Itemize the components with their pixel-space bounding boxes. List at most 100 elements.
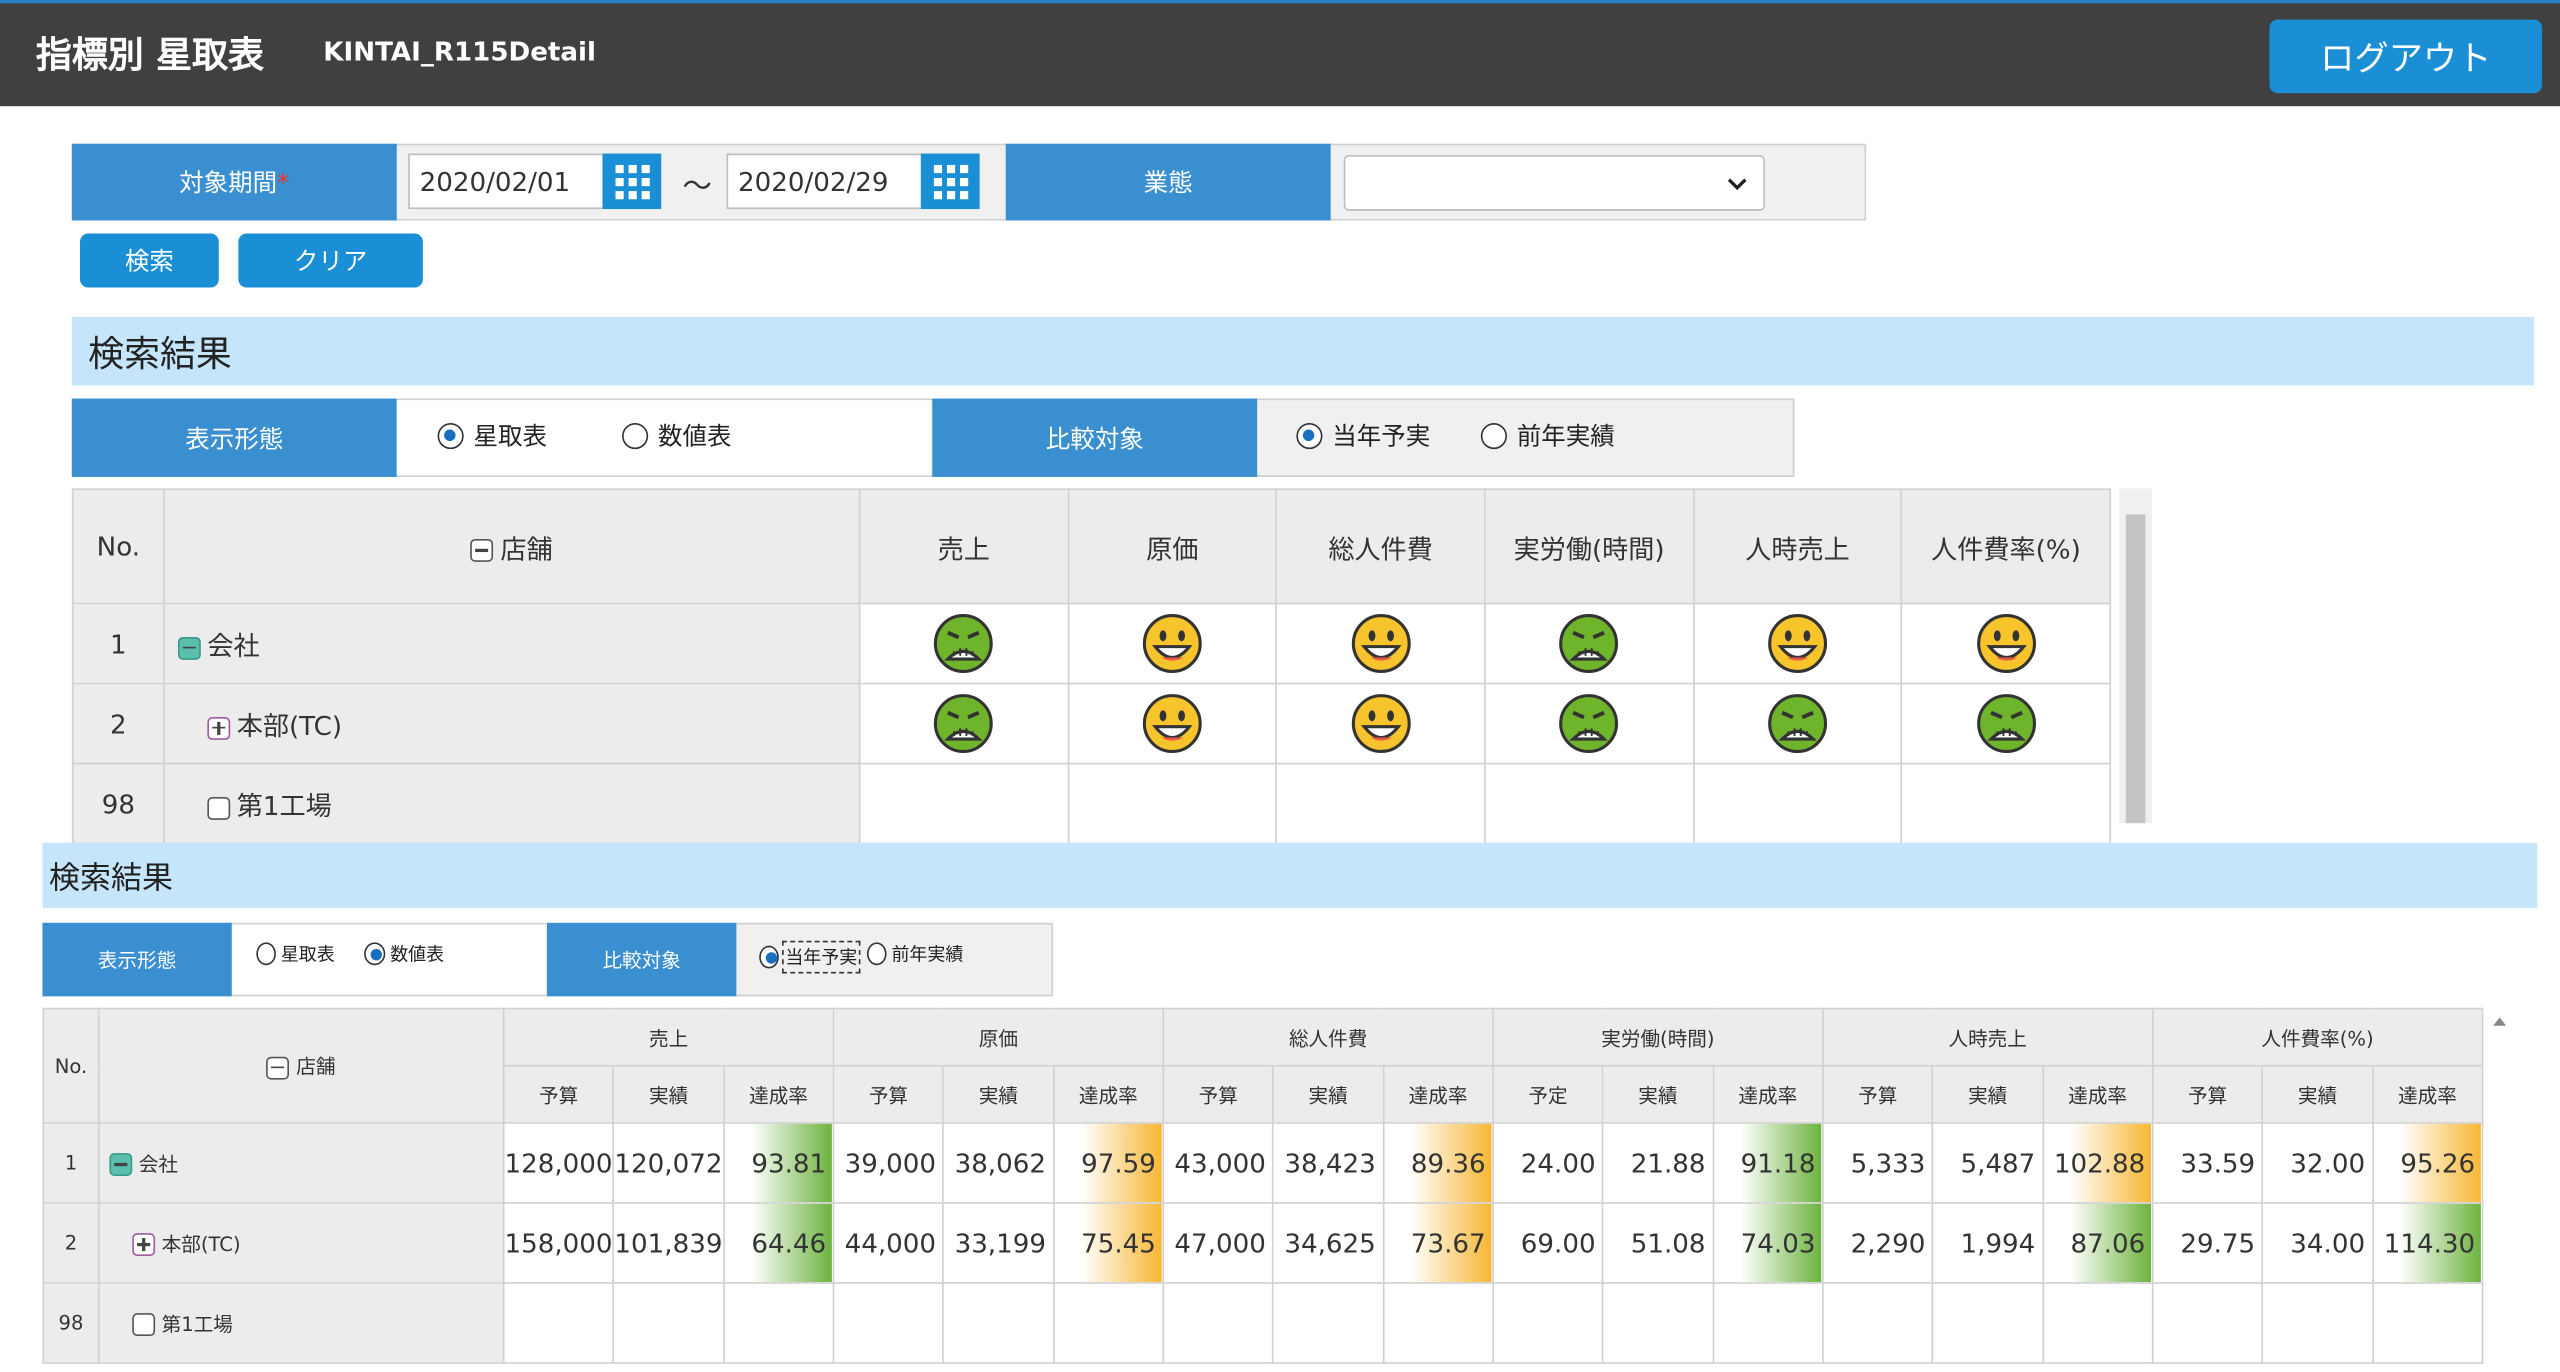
row-number: 2 [42, 1202, 100, 1284]
radio [866, 942, 887, 966]
face-cell [1692, 682, 1903, 765]
rate-cell: 89.36 [1382, 1122, 1494, 1204]
rate-cell: 102.88 [2041, 1122, 2154, 1204]
column-header: 店舗 [163, 488, 861, 605]
calendar-icon [615, 164, 650, 200]
store-name: 第1工場 [163, 762, 861, 845]
empty-cell [1900, 762, 2112, 845]
page-title: 指標別 星取表 [35, 35, 264, 77]
calendar-button[interactable] [920, 153, 980, 210]
header-bar: 指標別 星取表 KINTAI_R115Detail ログアウト [0, 0, 2560, 107]
scroll-up-arrow[interactable] [2488, 1009, 2511, 1032]
collapse-icon[interactable] [471, 538, 494, 562]
value-cell: 5,487 [1931, 1122, 2044, 1204]
empty-cell [612, 1282, 725, 1364]
date-from[interactable]: 2020/02/01 [408, 153, 605, 210]
group-header: 実労働(時間) [1492, 1007, 1824, 1067]
value-cell: 33,199 [942, 1202, 1055, 1284]
logout-button[interactable]: ログアウト [2269, 19, 2543, 94]
column-subheader: 実績 [1931, 1064, 2044, 1124]
empty-cell [1602, 1282, 1714, 1364]
good-face [1350, 693, 1412, 755]
star-table: No. 店舗 売上 原価 総人件費 実労働(時間) 人時売上 人件費率(%) 1… [71, 488, 2112, 845]
radio-option[interactable]: 前年実績 [1480, 418, 1615, 452]
column-subheader: 予算 [1162, 1064, 1274, 1124]
collapse-icon[interactable] [266, 1055, 290, 1079]
bad-face [933, 612, 995, 674]
tree-icon[interactable] [132, 1233, 156, 1257]
empty-cell [2371, 1282, 2484, 1364]
empty-cell [1821, 1282, 1934, 1364]
radio-label: 前年実績 [1516, 421, 1615, 451]
group-header: 売上 [502, 1007, 835, 1067]
group-header: 人時売上 [1821, 1007, 2154, 1067]
required-mark: * [277, 167, 290, 197]
row-number: 98 [71, 762, 165, 845]
empty-cell [1692, 762, 1903, 845]
radio [622, 422, 649, 449]
bad-face [1558, 693, 1620, 755]
value-cell: 29.75 [2151, 1202, 2264, 1284]
empty-cell [2151, 1282, 2264, 1364]
date-to[interactable]: 2020/02/29 [726, 153, 923, 210]
tree-icon[interactable] [109, 1153, 133, 1176]
row-number: 98 [42, 1282, 100, 1364]
bad-face [1767, 693, 1829, 755]
value-cell: 120,072 [612, 1122, 725, 1204]
group-header: 人件費率(%) [2151, 1007, 2484, 1067]
radio-option[interactable]: 数値表 [364, 941, 444, 967]
radio [364, 942, 386, 966]
radio-option[interactable]: 数値表 [622, 418, 731, 452]
face-cell [1484, 682, 1695, 765]
column-subheader: 達成率 [1712, 1064, 1824, 1124]
radio [256, 942, 276, 966]
face-cell [858, 682, 1069, 765]
empty-cell [1052, 1282, 1165, 1364]
calendar-button[interactable] [602, 153, 662, 210]
radio-option[interactable]: 当年予実 [1296, 418, 1430, 452]
radio-option[interactable]: 星取表 [256, 941, 335, 967]
empty-cell [2261, 1282, 2374, 1364]
face-cell [1900, 602, 2112, 685]
rate-cell: 97.59 [1052, 1122, 1165, 1204]
column-header: 実労働(時間) [1484, 488, 1695, 605]
column-subheader: 達成率 [2371, 1064, 2484, 1124]
bad-face [1975, 693, 2037, 755]
rate-cell: 93.81 [722, 1122, 835, 1204]
store-name-text: 本部(TC) [236, 710, 343, 742]
search-button[interactable]: 検索 [80, 233, 219, 288]
compare-label: 比較対象 [546, 922, 737, 997]
radio-option[interactable]: 当年予実 [759, 940, 861, 974]
face-cell [1275, 602, 1486, 685]
value-cell: 128,000 [502, 1122, 615, 1204]
radio-option[interactable]: 前年実績 [866, 941, 964, 967]
value-cell: 21.88 [1602, 1122, 1714, 1204]
clear-button[interactable]: クリア [238, 233, 423, 288]
value-cell: 44,000 [832, 1202, 945, 1284]
good-face [1767, 612, 1829, 674]
radio-label: 前年実績 [891, 944, 964, 966]
value-cell: 158,000 [502, 1202, 615, 1284]
calendar-icon [933, 164, 969, 200]
radio-label: 数値表 [390, 944, 445, 966]
scroll-thumb[interactable] [2125, 514, 2146, 824]
leaf-icon [207, 796, 231, 820]
radio-option[interactable]: 星取表 [437, 418, 547, 452]
tilde: ～ [682, 169, 712, 205]
scrollbar[interactable] [2119, 488, 2152, 824]
collapse-icon[interactable] [177, 636, 201, 660]
radio [1296, 422, 1323, 449]
column-subheader: 達成率 [1382, 1064, 1494, 1124]
scrollbar[interactable] [2488, 1008, 2511, 1343]
type-select[interactable] [1343, 155, 1765, 211]
radio-label: 当年予実 [782, 940, 861, 974]
rate-cell: 73.67 [1382, 1202, 1494, 1284]
radio [1480, 422, 1507, 449]
empty-cell [1275, 762, 1486, 845]
value-cell: 43,000 [1162, 1122, 1274, 1204]
rate-cell: 87.06 [2041, 1202, 2154, 1284]
column-header: 人件費率(%) [1900, 488, 2112, 605]
expand-icon[interactable] [207, 716, 231, 740]
rate-cell: 91.18 [1712, 1122, 1824, 1204]
